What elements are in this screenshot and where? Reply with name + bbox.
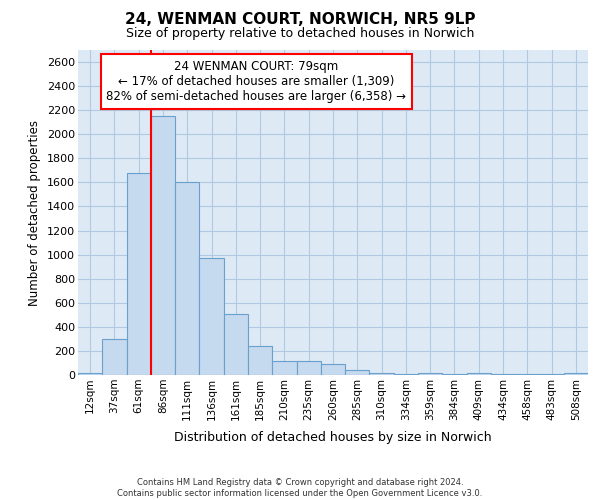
Bar (539, 374, 564, 375)
Bar (442, 374, 467, 375)
Bar (78, 372, 102, 375)
Text: Contains HM Land Registry data © Crown copyright and database right 2024.
Contai: Contains HM Land Registry data © Crown c… (118, 478, 482, 498)
Y-axis label: Number of detached properties: Number of detached properties (28, 120, 41, 306)
Bar (272, 360, 296, 375)
Bar (175, 182, 199, 375)
Bar (127, 173, 151, 375)
Text: 24, WENMAN COURT, NORWICH, NR5 9LP: 24, WENMAN COURT, NORWICH, NR5 9LP (125, 12, 475, 28)
X-axis label: Distribution of detached houses by size in Norwich: Distribution of detached houses by size … (174, 431, 492, 444)
Bar (199, 258, 224, 375)
Bar (102, 339, 127, 375)
Text: Size of property relative to detached houses in Norwich: Size of property relative to detached ho… (126, 28, 474, 40)
Bar (491, 374, 515, 375)
Bar (418, 373, 442, 375)
Bar (370, 372, 394, 375)
Bar (296, 361, 321, 375)
Bar (467, 372, 491, 375)
Text: 24 WENMAN COURT: 79sqm
← 17% of detached houses are smaller (1,309)
82% of semi-: 24 WENMAN COURT: 79sqm ← 17% of detached… (107, 60, 407, 103)
Bar (564, 372, 588, 375)
Bar (345, 370, 370, 375)
Bar (248, 346, 272, 375)
Bar (515, 374, 539, 375)
Bar (394, 374, 418, 375)
Bar (151, 116, 175, 375)
Bar (224, 314, 248, 375)
Bar (321, 364, 345, 375)
